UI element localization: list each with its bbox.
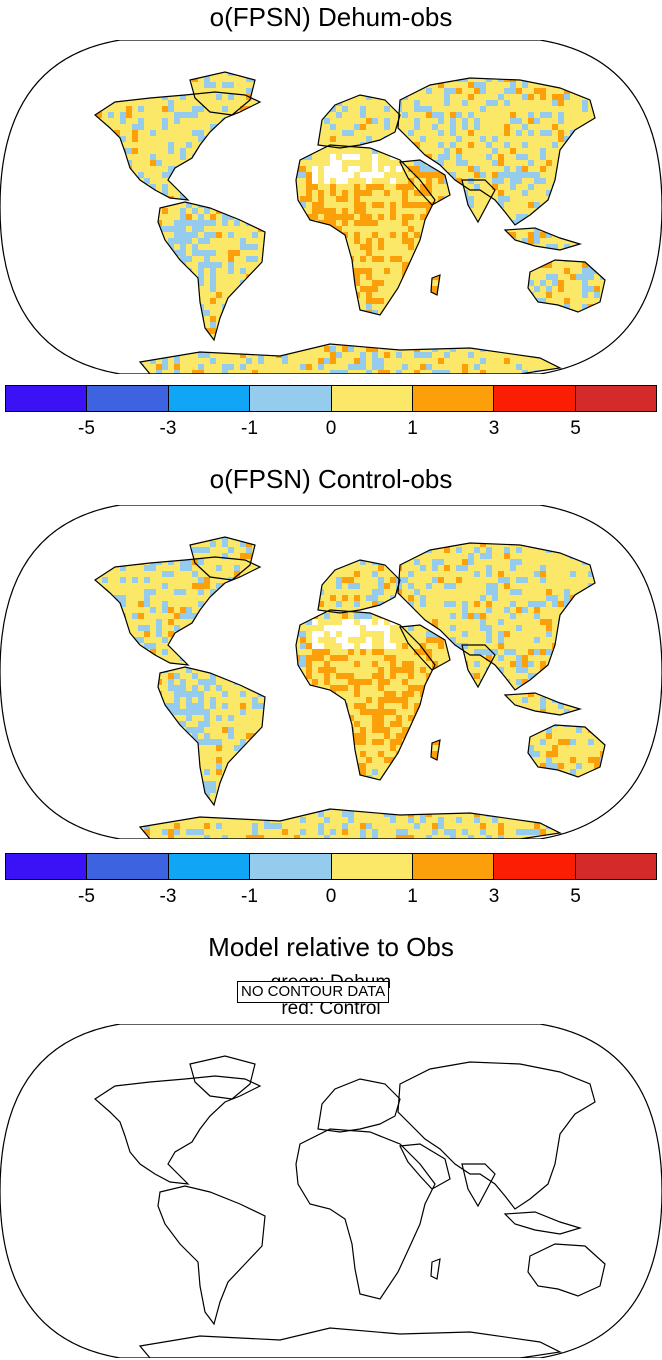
coastline-southeast-asia-islands xyxy=(503,227,583,251)
colorbar-swatch xyxy=(6,854,88,879)
coastline-greenland xyxy=(189,536,256,581)
coastline-arabia xyxy=(399,624,451,671)
coastline-north-america xyxy=(94,1075,262,1185)
coastline-africa xyxy=(295,609,436,781)
map-panel-control xyxy=(0,505,662,839)
coastline-madagascar xyxy=(430,1258,441,1280)
coastline-southeast-asia-islands xyxy=(503,1211,583,1235)
colorbar-swatch xyxy=(87,386,169,411)
colorbar-tick-label: -3 xyxy=(159,418,177,439)
colorbar-tick-label: -1 xyxy=(241,418,258,439)
colorbar-tick-label: 3 xyxy=(488,886,500,907)
coastline-greenland xyxy=(189,1055,256,1100)
colorbar-swatch xyxy=(6,386,88,411)
colorbar-swatch xyxy=(87,854,169,879)
colorbar-swatch xyxy=(250,854,332,879)
no-contour-data-label: NO CONTOUR DATA xyxy=(237,981,390,1003)
colorbar-tick-label: 0 xyxy=(325,418,337,439)
colorbar-tick-label: -3 xyxy=(159,886,177,907)
map-border xyxy=(0,40,662,374)
ocean xyxy=(0,1024,662,1358)
coastline-madagascar xyxy=(430,739,441,761)
coastline-europe xyxy=(317,559,401,614)
map-border xyxy=(0,505,662,839)
coastline-europe xyxy=(317,1078,401,1133)
coastline-southeast-asia-islands xyxy=(503,692,583,716)
coastline-africa xyxy=(295,1128,436,1300)
panel2-title: o(FPSN) Control-obs xyxy=(209,464,453,494)
colorbar-swatch xyxy=(331,854,413,879)
coastline-africa xyxy=(295,144,436,316)
colorbar-swatch xyxy=(412,854,495,879)
coastline-greenland xyxy=(189,71,256,116)
colorbar-tick-label: 0 xyxy=(325,886,337,907)
map-panel-dehum xyxy=(0,40,662,374)
colorbar-tick-label: -5 xyxy=(78,886,95,907)
panel3-title: Model relative to Obs xyxy=(208,932,454,962)
coastline-south-america xyxy=(157,666,266,807)
colorbar-tick-label: -1 xyxy=(241,886,258,907)
colorbar-swatch xyxy=(494,386,576,411)
map-border xyxy=(0,1024,662,1358)
colorbar-tick-label: 5 xyxy=(570,418,581,439)
coastline-antarctica xyxy=(138,343,562,374)
coastline-india xyxy=(461,1163,496,1208)
colorbar-tick-label: 3 xyxy=(488,418,500,439)
coastline-asia xyxy=(397,542,596,691)
coastline-australia xyxy=(527,724,606,778)
coastline-north-america xyxy=(94,556,262,666)
colorbar-control xyxy=(5,853,657,880)
colorbar-dehum xyxy=(5,385,657,412)
coastline-arabia xyxy=(399,159,451,206)
colorbar-swatch xyxy=(494,854,576,879)
coastline-antarctica xyxy=(138,808,562,839)
colorbar-labels-control: -5 -3 -1 0 1 3 5 xyxy=(0,886,662,912)
coastline-australia xyxy=(527,259,606,313)
colorbar-labels-dehum: -5 -3 -1 0 1 3 5 xyxy=(0,418,662,444)
coastline-asia xyxy=(397,1061,596,1210)
coastline-antarctica xyxy=(138,1327,562,1358)
coastline-arabia xyxy=(399,1143,451,1190)
colorbar-swatch xyxy=(168,386,251,411)
coastline-europe xyxy=(317,94,401,149)
panel1-title: o(FPSN) Dehum-obs xyxy=(209,2,453,32)
coastline-india xyxy=(461,179,496,224)
colorbar-swatch xyxy=(412,386,495,411)
coastline-india xyxy=(461,644,496,689)
coastline-asia xyxy=(397,77,596,226)
coastline-australia xyxy=(527,1243,606,1297)
colorbar-tick-label: 5 xyxy=(570,886,581,907)
coastline-south-america xyxy=(157,201,266,342)
colorbar-swatch xyxy=(575,386,656,411)
colorbar-swatch xyxy=(250,386,332,411)
colorbar-tick-label: -5 xyxy=(78,418,95,439)
colorbar-swatch xyxy=(168,854,251,879)
panel3-subtitle-line2: red: Control xyxy=(281,998,381,1019)
coastline-south-america xyxy=(157,1185,266,1326)
colorbar-tick-label: 1 xyxy=(407,886,418,907)
coastline-north-america xyxy=(94,91,262,201)
coastline-madagascar xyxy=(430,274,441,296)
colorbar-swatch xyxy=(575,854,656,879)
colorbar-tick-label: 1 xyxy=(407,418,418,439)
map-panel-relative xyxy=(0,1024,662,1358)
colorbar-swatch xyxy=(331,386,413,411)
